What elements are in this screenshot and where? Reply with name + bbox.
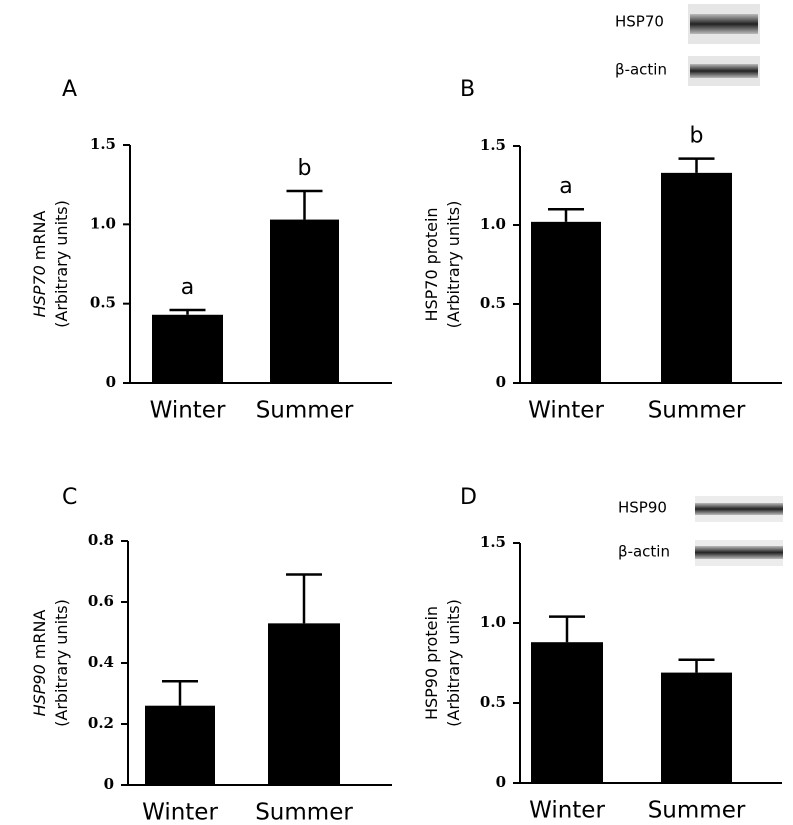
y-tick-label: 1.0: [90, 214, 116, 232]
panel-label: A: [62, 77, 77, 102]
significance-letter: a: [181, 275, 194, 300]
panel-label: D: [460, 485, 477, 510]
y-tick-label: 0: [104, 775, 114, 793]
panel-label: C: [62, 485, 77, 510]
y-tick-label: 0.4: [88, 653, 114, 671]
x-tick-label: Winter: [528, 398, 604, 424]
y-label-measure: mRNA: [30, 211, 49, 261]
y-tick-label: 0.2: [88, 714, 114, 732]
y-tick-label: 1.0: [480, 613, 506, 631]
error-bar: [548, 207, 584, 222]
y-label-gene: HSP90: [30, 664, 49, 716]
y-label-unit: (Arbitrary units): [52, 599, 71, 727]
y-tick-label: 0.8: [88, 531, 114, 549]
bar: [268, 623, 340, 785]
blot-label: β-actin: [618, 543, 670, 561]
y-tick-label: 0: [496, 373, 506, 391]
significance-letter: b: [690, 124, 704, 149]
bar: [531, 221, 601, 383]
y-tick-label: 1.5: [90, 135, 116, 153]
bar: [270, 219, 339, 383]
bar: [531, 642, 603, 783]
error-bar: [286, 189, 323, 220]
bar: [661, 672, 732, 783]
y-axis-label: HSP70 protein (Arbitrary units): [422, 201, 463, 329]
error-bar: [678, 658, 715, 673]
x-tick-label: Summer: [255, 800, 353, 825]
significance-letter: a: [559, 174, 572, 199]
y-label-unit: (Arbitrary units): [444, 201, 463, 329]
blot-label: HSP70: [615, 13, 664, 31]
y-label-measure: protein: [422, 207, 441, 264]
error-bar: [169, 308, 206, 315]
bar: [152, 314, 223, 383]
y-label-gene: HSP90: [422, 668, 441, 720]
y-tick-label: 1.0: [480, 215, 506, 233]
y-axis-label: HSP70 mRNA (Arbitrary units): [30, 200, 71, 328]
x-tick-label: Summer: [648, 798, 746, 824]
bar: [145, 705, 215, 785]
y-axis-label: HSP90 protein (Arbitrary units): [422, 599, 463, 727]
bar: [661, 172, 732, 383]
error-bar: [549, 615, 585, 643]
error-bar: [286, 573, 322, 624]
x-tick-label: Winter: [142, 800, 218, 825]
x-tick-label: Summer: [256, 398, 354, 424]
y-tick-label: 0.5: [480, 294, 506, 312]
y-label-gene: HSP70: [422, 269, 441, 321]
y-label-unit: (Arbitrary units): [444, 599, 463, 727]
y-tick-label: 0.5: [90, 294, 116, 312]
error-bar: [678, 157, 715, 173]
y-tick-label: 1.5: [480, 533, 506, 551]
x-tick-label: Winter: [529, 798, 605, 824]
y-label-gene: HSP70: [30, 265, 49, 317]
y-tick-label: 0.5: [480, 693, 506, 711]
y-tick-label: 0: [106, 373, 116, 391]
x-tick-label: Summer: [648, 398, 746, 424]
y-tick-label: 0: [496, 773, 506, 791]
y-label-measure: mRNA: [30, 610, 49, 660]
x-tick-label: Winter: [150, 398, 226, 424]
significance-letter: b: [298, 156, 312, 181]
y-tick-label: 1.5: [480, 136, 506, 154]
blot-d: [695, 496, 783, 566]
blot-b: [688, 4, 760, 86]
y-label-measure: protein: [422, 606, 441, 663]
panel-label: B: [460, 77, 475, 102]
blot-label: HSP90: [618, 499, 667, 517]
error-bar: [162, 680, 198, 706]
blot-label: β-actin: [615, 61, 667, 79]
y-label-unit: (Arbitrary units): [52, 200, 71, 328]
y-axis-label: HSP90 mRNA (Arbitrary units): [30, 599, 71, 727]
y-tick-label: 0.6: [88, 592, 114, 610]
